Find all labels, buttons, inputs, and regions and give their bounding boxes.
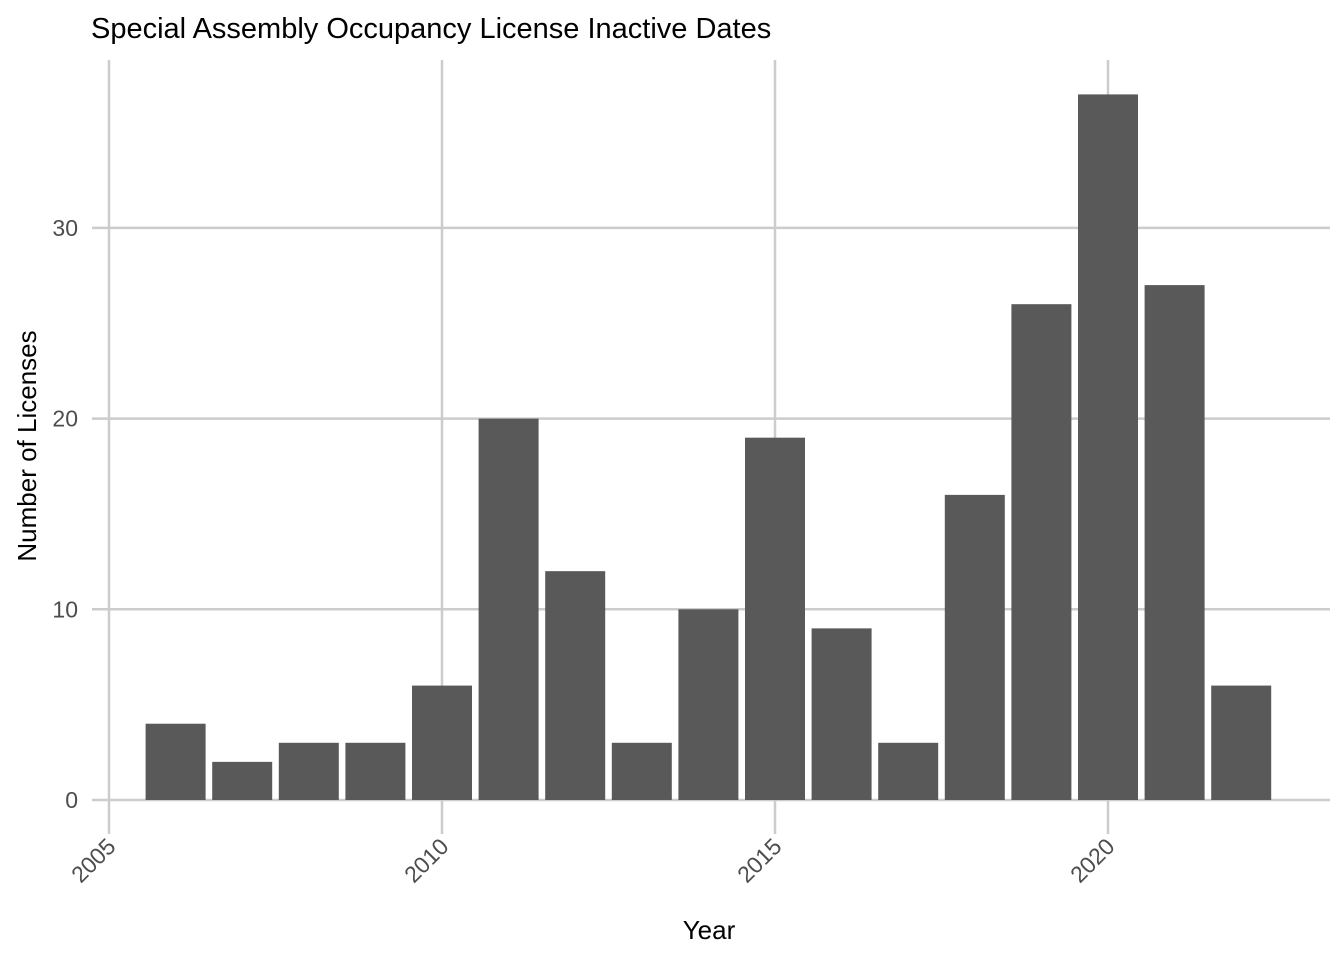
y-axis-title: Number of Licenses <box>12 330 42 561</box>
bar-2020 <box>1078 94 1138 800</box>
x-tick-label: 2020 <box>1065 833 1120 888</box>
bar-2006 <box>145 723 206 800</box>
y-tick-label: 30 <box>52 215 78 241</box>
x-tick-labels: 2005 2010 2015 2020 <box>66 833 1120 888</box>
bar-2021 <box>1144 285 1205 800</box>
bar-2017 <box>878 742 939 800</box>
bar-2007 <box>212 761 273 800</box>
bar-2022 <box>1211 685 1272 800</box>
bar-2009 <box>345 742 406 800</box>
y-tick-label: 10 <box>52 596 78 622</box>
bar-2011 <box>478 418 539 800</box>
bar-2018 <box>944 494 1005 800</box>
bar-2014 <box>678 609 739 800</box>
x-axis-title: Year <box>683 915 736 945</box>
bar-2013 <box>611 742 672 800</box>
x-tick-label: 2005 <box>66 833 121 888</box>
bar-2008 <box>278 742 339 800</box>
x-tick-label: 2015 <box>732 833 787 888</box>
bar-2015 <box>745 437 805 800</box>
y-tick-label: 0 <box>65 787 78 813</box>
bar-2016 <box>811 628 872 800</box>
bars <box>145 94 1272 800</box>
bar-2010 <box>412 685 472 800</box>
bar-2019 <box>1011 304 1072 800</box>
y-tick-label: 20 <box>52 406 78 432</box>
chart-title: Special Assembly Occupancy License Inact… <box>91 13 771 45</box>
bar-2012 <box>545 571 606 800</box>
x-tick-label: 2010 <box>399 833 454 888</box>
y-tick-labels: 0 10 20 30 <box>52 215 78 813</box>
